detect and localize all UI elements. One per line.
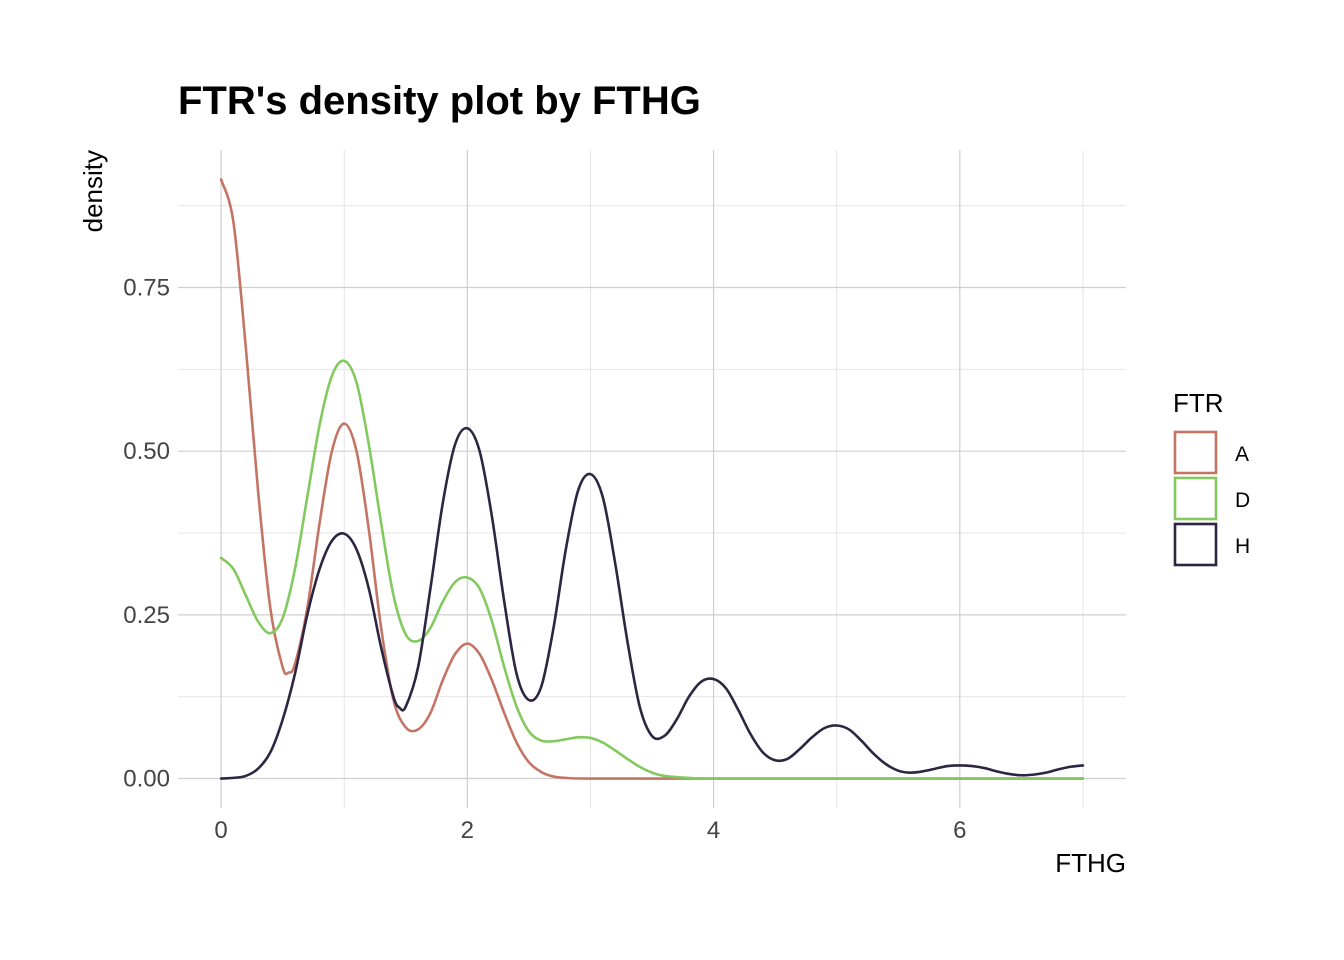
legend: FTR ADH — [1173, 388, 1250, 567]
y-tick-label: 0.25 — [123, 602, 170, 629]
y-tick-labels: 0.00 0.25 0.50 0.75 — [123, 274, 170, 792]
legend-label-d: D — [1235, 489, 1250, 512]
series-curves — [219, 178, 1085, 780]
y-axis-title: density — [78, 150, 108, 232]
legend-key-h — [1173, 522, 1218, 567]
y-tick-label: 0.50 — [123, 438, 170, 465]
x-tick-label: 4 — [707, 817, 720, 844]
chart-title: FTR's density plot by FTHG — [178, 79, 701, 123]
legend-title: FTR — [1173, 388, 1224, 418]
legend-key-d — [1173, 476, 1218, 521]
x-tick-labels: 0 2 4 6 — [214, 817, 966, 844]
x-axis-title: FTHG — [1055, 848, 1126, 878]
legend-label-a: A — [1235, 443, 1249, 466]
y-tick-label: 0.75 — [123, 274, 170, 301]
y-tick-label: 0.00 — [123, 766, 170, 793]
x-tick-label: 6 — [953, 817, 966, 844]
density-curve-h — [219, 426, 1085, 780]
legend-label-h: H — [1235, 535, 1250, 558]
grid — [178, 150, 1126, 808]
density-curve-a — [219, 178, 1085, 780]
density-curve-d — [219, 359, 1085, 780]
x-tick-label: 0 — [214, 817, 227, 844]
legend-key-a — [1173, 430, 1218, 475]
x-tick-label: 2 — [461, 817, 474, 844]
